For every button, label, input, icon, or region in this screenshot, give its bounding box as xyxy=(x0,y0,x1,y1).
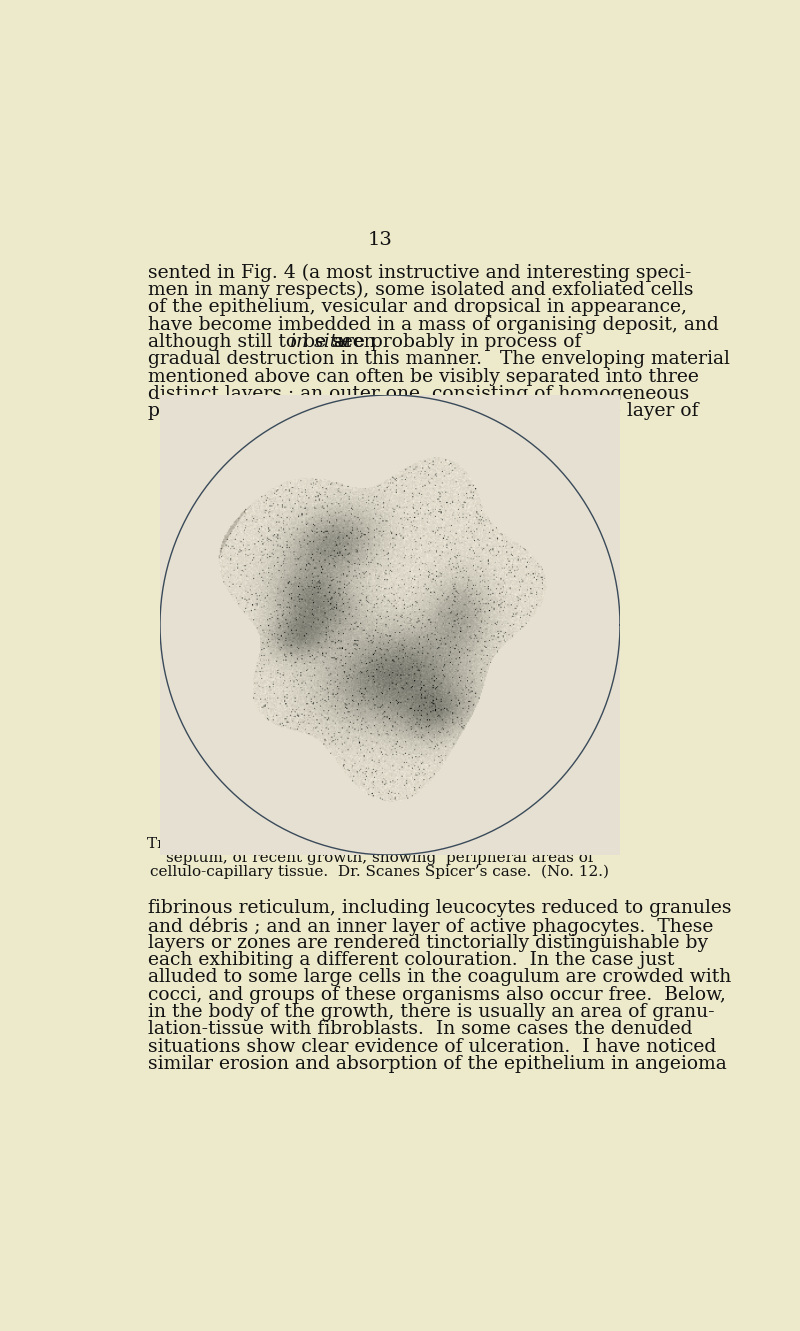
Text: layers or zones are rendered tinctorially distinguishable by: layers or zones are rendered tinctoriall… xyxy=(148,933,708,952)
Text: 13: 13 xyxy=(367,230,392,249)
Text: each exhibiting a different colouration.  In the case just: each exhibiting a different colouration.… xyxy=(148,950,674,969)
Text: fibrinous reticulum, including leucocytes reduced to granules: fibrinous reticulum, including leucocyte… xyxy=(148,898,731,917)
Text: sented in Fig. 4 (a most instructive and interesting speci-: sented in Fig. 4 (a most instructive and… xyxy=(148,264,691,282)
Text: in situ: in situ xyxy=(290,333,349,351)
Text: gradual destruction in this manner.   The enveloping material: gradual destruction in this manner. The … xyxy=(148,350,730,369)
Text: Transverse section of a loose textured fibro-angeioma of the: Transverse section of a loose textured f… xyxy=(146,837,613,852)
Text: cocci, and groups of these organisms also occur free.  Below,: cocci, and groups of these organisms als… xyxy=(148,985,726,1004)
Text: similar erosion and absorption of the epithelium in angeioma: similar erosion and absorption of the ep… xyxy=(148,1055,726,1073)
Text: mentioned above can often be visibly separated into three: mentioned above can often be visibly sep… xyxy=(148,367,699,386)
Text: and débris ; and an inner layer of active phagocytes.  These: and débris ; and an inner layer of activ… xyxy=(148,916,714,936)
Text: cellulo-capillary tissue.  Dr. Scanes Spicer’s case.  (No. 12.): cellulo-capillary tissue. Dr. Scanes Spi… xyxy=(150,865,610,880)
Text: lation-tissue with fibroblasts.  In some cases the denuded: lation-tissue with fibroblasts. In some … xyxy=(148,1020,693,1038)
Text: are probably in process of: are probably in process of xyxy=(327,333,581,351)
Text: plasma containing scattered leucocytes ; a middle layer of: plasma containing scattered leucocytes ;… xyxy=(148,402,698,421)
Text: although still to be seen: although still to be seen xyxy=(148,333,382,351)
Text: men in many respects), some isolated and exfoliated cells: men in many respects), some isolated and… xyxy=(148,281,694,299)
Text: alluded to some large cells in the coagulum are crowded with: alluded to some large cells in the coagu… xyxy=(148,968,731,986)
Text: have become imbedded in a mass of organising deposit, and: have become imbedded in a mass of organi… xyxy=(148,315,718,334)
Text: situations show clear evidence of ulceration.  I have noticed: situations show clear evidence of ulcera… xyxy=(148,1038,716,1055)
Text: Fig. 4.: Fig. 4. xyxy=(350,447,410,466)
Text: in the body of the growth, there is usually an area of granu-: in the body of the growth, there is usua… xyxy=(148,1002,714,1021)
Text: of the epithelium, vesicular and dropsical in appearance,: of the epithelium, vesicular and dropsic… xyxy=(148,298,687,317)
Text: Fig. 4.: Fig. 4. xyxy=(350,447,410,466)
Text: septum, of recent growth, showing  peripheral areas of: septum, of recent growth, showing periph… xyxy=(166,852,594,865)
Text: distinct layers : an outer one, consisting of homogeneous: distinct layers : an outer one, consisti… xyxy=(148,385,690,403)
